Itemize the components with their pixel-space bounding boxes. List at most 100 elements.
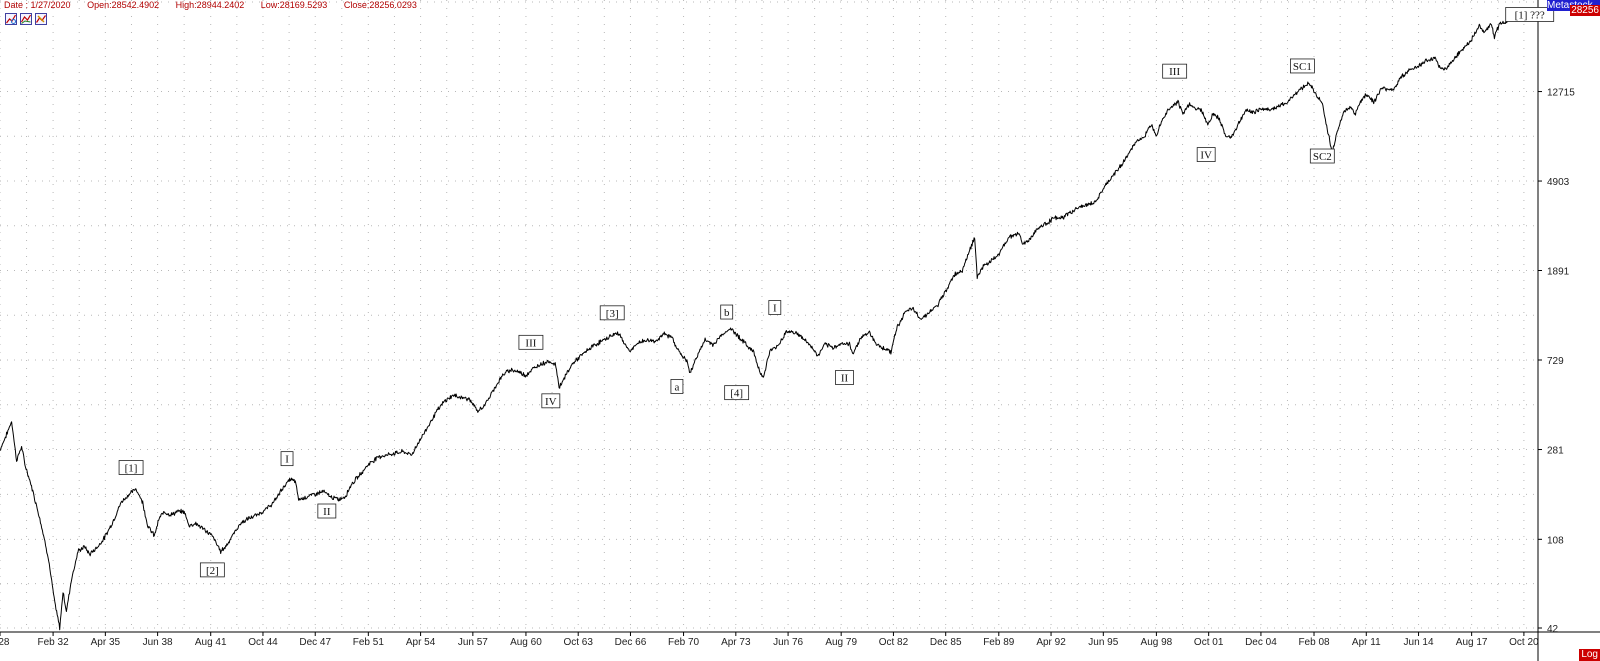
wave-label-box [1290,58,1315,74]
wave-label-text: SC2 [1313,151,1332,163]
wave-label-text: II [841,373,849,385]
wave-label: b [720,304,734,320]
chart-toolbar [5,12,47,25]
wave-label-box [199,562,225,578]
wave-label-text: I [285,454,289,466]
x-tick-label: Dec 47 [299,637,331,648]
x-tick-label: Oct 20 [1509,637,1539,648]
wave-label: [2] [199,562,225,578]
x-tick-label: Jun 57 [458,637,488,648]
x-tick-label: Aug 60 [510,637,542,648]
chart-pen-icon[interactable] [35,12,47,25]
wave-label: [3] [599,305,625,321]
wave-label-text: IV [1200,150,1212,162]
wave-label-text: a [674,381,679,393]
x-tick-label: Dec 66 [615,637,647,648]
wave-label-box [1162,63,1188,79]
y-tick-label: 281 [1547,446,1564,457]
wave-label-text: [1] ??? [1515,9,1545,21]
x-tick-label: Apr 73 [721,637,751,648]
x-tick-label: Aug 17 [1456,637,1488,648]
x-tick-label: Oct 44 [248,637,278,648]
wave-label: II [317,503,337,519]
wave-label-box [1505,7,1555,22]
x-tick-label: Dec 85 [930,637,962,648]
wave-label-text: [4] [730,388,743,400]
wave-label-box [835,370,854,385]
wave-label-text: IV [545,396,557,408]
x-tick-label: Oct 01 [1194,637,1224,648]
x-tick-label: Apr 92 [1036,637,1066,648]
y-tick-label: 12715 [1547,88,1575,99]
y-tick-label: 42 [1547,624,1559,635]
wave-label-text: III [1169,66,1180,78]
wave-label-text: [2] [206,565,219,577]
wave-label-box [280,451,294,467]
info-date: Date : 1/27/2020 [4,0,71,10]
wave-label-box [1309,148,1335,164]
wave-label-box [670,379,684,394]
wave-label-text: [1] [125,463,138,475]
wave-label: IV [1196,147,1216,162]
wave-label: [1] [118,460,144,475]
x-tick-label: Jun 38 [143,637,173,648]
wave-label-box [768,300,782,315]
x-tick-label: Dec 04 [1245,637,1277,648]
wave-label: SC1 [1290,58,1315,74]
wave-label-box [518,334,544,350]
last-price-tag: 28256 [1570,5,1600,16]
wave-label: I [280,451,294,467]
wave-label: III [518,334,544,350]
x-tick-label: Oct 63 [563,637,593,648]
wave-label-text: III [525,337,536,349]
info-high: High:28944.2402 [175,0,245,10]
x-tick-label: Aug 79 [825,637,857,648]
x-tick-label: Feb 32 [38,637,70,648]
x-tick-label: Jun 76 [773,637,803,648]
wave-label: [4] [724,385,750,401]
info-low: Low:28169.5293 [260,0,328,10]
x-tick-label: Feb 51 [353,637,385,648]
x-tick-label: Feb 70 [668,637,700,648]
wave-label-text: I [773,303,777,315]
wave-label-box [1196,147,1216,162]
wave-label: II [835,370,854,385]
wave-label-box [599,305,625,321]
wave-label: I [768,300,782,315]
x-tick-label: Jun 14 [1404,637,1434,648]
chart-zoom-icon[interactable] [5,12,17,25]
wave-label: III [1162,63,1188,79]
wave-label: [1] ??? [1505,7,1555,22]
price-line [0,16,1514,631]
y-tick-label: 1891 [1547,267,1570,278]
wave-label-box [724,385,750,401]
y-tick-label: 4903 [1547,177,1570,188]
wave-label-text: SC1 [1293,61,1312,73]
x-tick-label: Oct 82 [879,637,909,648]
x-tick-label: Feb 89 [983,637,1015,648]
info-close: Close:28256.0293 [343,0,417,10]
wave-label: IV [541,393,561,409]
y-tick-label: 729 [1547,356,1564,367]
wave-label-box [720,304,734,320]
wave-label: a [670,379,684,394]
ohlc-info-bar: Date : 1/27/2020 Open:28542.4902 High:28… [4,0,431,12]
wave-label: SC2 [1309,148,1335,164]
wave-label-box [541,393,561,409]
x-tick-label: Aug 98 [1141,637,1173,648]
info-open: Open:28542.4902 [87,0,160,10]
chart-compare-icon[interactable] [20,12,32,25]
x-tick-label: Feb 08 [1298,637,1330,648]
x-tick-label: c 28 [0,637,10,648]
x-tick-label: Apr 35 [91,637,121,648]
x-tick-label: Apr 54 [406,637,436,648]
wave-label-text: II [323,506,331,518]
y-tick-label: 108 [1547,535,1564,546]
wave-label-text: [3] [606,308,619,320]
wave-label-box [118,460,144,475]
x-tick-label: Aug 41 [195,637,227,648]
log-scale-button[interactable]: Log [1579,649,1600,661]
wave-label-text: b [724,307,730,319]
